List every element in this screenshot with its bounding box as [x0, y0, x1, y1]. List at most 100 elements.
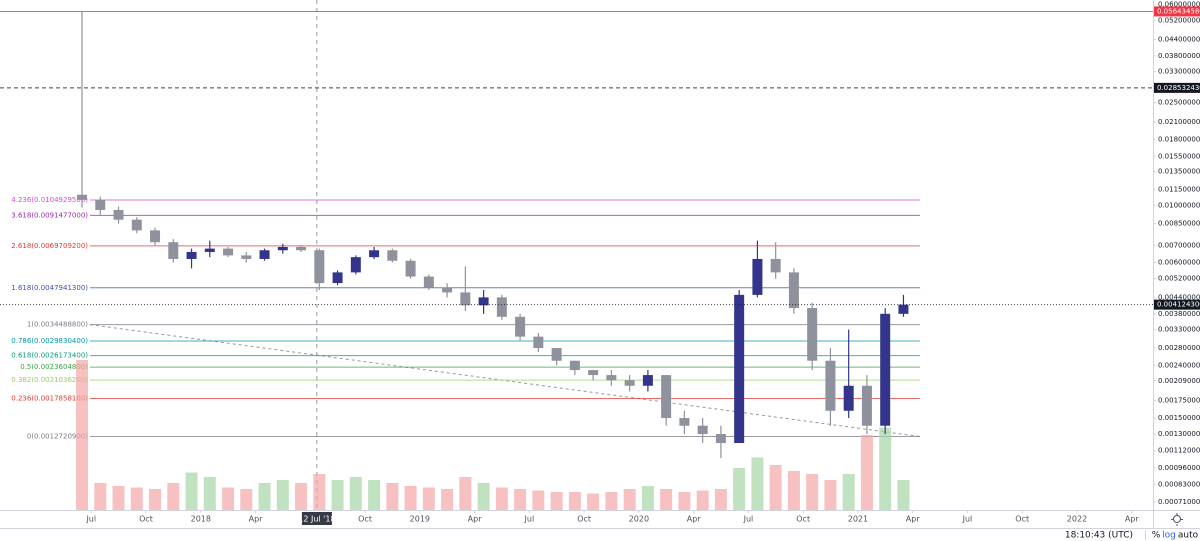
volume-bar [769, 465, 782, 510]
candle-body [734, 294, 745, 443]
auto-toggle[interactable]: auto [1178, 531, 1199, 541]
volume-bar [587, 493, 600, 510]
crosshair-label-bg [301, 512, 332, 525]
y-tick-label: 0.0210000000 [1158, 118, 1200, 126]
candle-body [113, 209, 124, 220]
x-tick-label: Apr [687, 515, 702, 524]
price-marker-label: 0.0041243000 [1157, 301, 1200, 309]
candle-body [533, 336, 544, 349]
candle-body [807, 308, 818, 361]
x-tick-label: Oct [139, 515, 153, 524]
candle-body [259, 250, 270, 259]
y-tick-label: 0.0135000000 [1158, 168, 1200, 176]
y-tick-label: 0.0017500000 [1158, 397, 1200, 405]
fib-label: 0.618(0.0026173400) [11, 352, 88, 360]
price-marker-bg [1154, 6, 1200, 17]
candle-body [405, 260, 416, 277]
candle-body [880, 313, 891, 426]
x-tick-label: Oct [796, 515, 810, 524]
volume-bar [550, 492, 563, 510]
x-tick-label: 2018 [191, 515, 211, 524]
candle-body [314, 250, 325, 284]
volume-bar [733, 468, 746, 510]
volume-bar [806, 474, 819, 510]
candle-body [369, 250, 380, 258]
candle-body [150, 230, 161, 243]
volume-bar [130, 487, 143, 510]
percent-toggle[interactable]: % [1152, 531, 1161, 541]
candle-body [715, 434, 726, 443]
y-tick-label: 0.0600000000 [1158, 1, 1200, 9]
volume-bar [94, 483, 107, 510]
candle-body [642, 375, 653, 386]
y-tick-label: 0.0180000000 [1158, 136, 1200, 144]
volume-bar [568, 492, 581, 510]
candle-body [515, 316, 526, 337]
candle-body [843, 385, 854, 411]
fib-label: 2.618(0.0069709200) [11, 242, 88, 250]
volume-bar [660, 489, 673, 510]
y-tick-label: 0.0033000000 [1158, 326, 1200, 334]
y-tick-label: 0.0013000000 [1158, 430, 1200, 438]
fib-label: 1(0.0034488800) [27, 321, 88, 329]
volume-bar [477, 483, 490, 510]
y-tick-label: 0.0015000000 [1158, 414, 1200, 422]
volume-bar [787, 471, 800, 510]
volume-bar [860, 435, 873, 510]
x-tick-label: Jul [962, 515, 973, 524]
volume-bar [386, 483, 399, 510]
y-tick-label: 0.0024000000 [1158, 361, 1200, 369]
fib-label: 0.5(0.0023604800) [20, 363, 88, 371]
candle-body [606, 375, 617, 381]
volume-bar [751, 457, 764, 510]
y-tick-label: 0.0100000000 [1158, 201, 1200, 209]
volume-bar [714, 489, 727, 510]
x-tick-label: 2021 [848, 515, 868, 524]
fib-label: 0.382(0.0021036200) [11, 376, 88, 384]
x-tick-label: Jul [85, 515, 96, 524]
volume-bar [532, 490, 545, 510]
trend-line [89, 324, 921, 437]
y-tick-label: 0.0380000000 [1158, 52, 1200, 60]
volume-bar [203, 477, 216, 510]
volume-bar [276, 480, 289, 510]
volume-bar [605, 492, 618, 510]
candle-body [241, 255, 252, 259]
candle-body [387, 250, 398, 261]
settings-icon[interactable] [1171, 513, 1183, 526]
volume-bar [404, 486, 417, 510]
volume-bar [678, 492, 691, 510]
candle-body [825, 360, 836, 411]
log-toggle[interactable]: log [1162, 531, 1176, 541]
y-tick-label: 0.0520000000 [1158, 17, 1200, 25]
volume-bar [696, 490, 709, 510]
candle-body [95, 199, 106, 210]
candle-body [332, 272, 343, 284]
volume-bar [185, 472, 198, 510]
volume-bar [824, 480, 837, 510]
candle-body [350, 257, 361, 273]
volume-bar [149, 489, 162, 510]
volume-bar [222, 487, 235, 510]
candle-body [277, 246, 288, 251]
y-tick-label: 0.0044000000 [1158, 293, 1200, 301]
fib-label: 3.618(0.0091477000) [11, 211, 88, 219]
y-tick-label: 0.0028000000 [1158, 344, 1200, 352]
x-tick-label: 2019 [410, 515, 430, 524]
y-tick-label: 0.0009600000 [1158, 464, 1200, 472]
volume-bar [514, 489, 527, 510]
candle-body [186, 251, 197, 259]
x-tick-label: 2022 [1067, 515, 1087, 524]
volume-bar [76, 360, 89, 510]
price-marker-label: 0.0564345800 [1157, 7, 1200, 15]
candle-body [131, 219, 142, 231]
candle-body [661, 375, 672, 418]
volume-bar [842, 474, 855, 510]
volume-bar [349, 477, 362, 510]
fib-label: 0.786(0.0029830400) [11, 337, 88, 345]
volume-bar [295, 483, 308, 510]
y-tick-label: 0.0011200000 [1158, 447, 1200, 455]
x-tick-label: Oct [358, 515, 372, 524]
